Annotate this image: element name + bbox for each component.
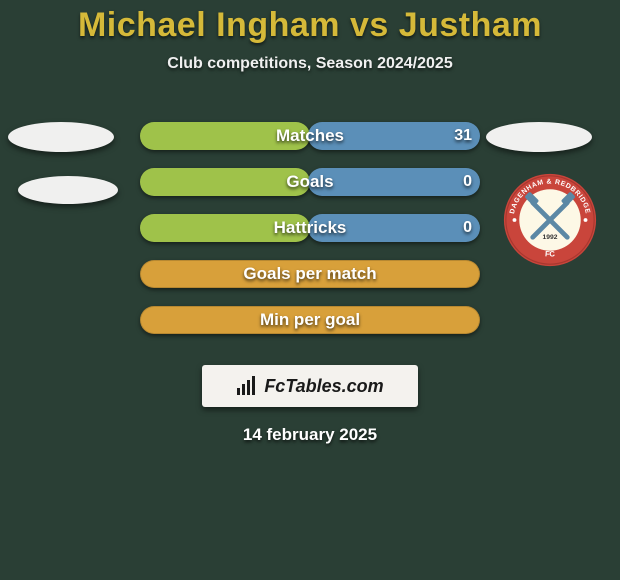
stat-label: Matches bbox=[276, 126, 344, 146]
value-right: 0 bbox=[463, 168, 472, 196]
value-right: 0 bbox=[463, 214, 472, 242]
date-label: 14 february 2025 bbox=[0, 425, 620, 445]
comparison-infographic: Michael Ingham vs Justham Club competiti… bbox=[0, 0, 620, 580]
stat-label: Min per goal bbox=[260, 310, 360, 330]
stat-row: 0 Goals bbox=[0, 159, 620, 205]
stat-row: 0 Hattricks bbox=[0, 205, 620, 251]
stat-row: 31 Matches bbox=[0, 113, 620, 159]
fctables-logo: FcTables.com bbox=[202, 365, 418, 407]
bar-left bbox=[140, 168, 310, 196]
logo-text: FcTables.com bbox=[264, 376, 383, 397]
stat-label: Goals bbox=[286, 172, 333, 192]
stat-label: Hattricks bbox=[274, 218, 347, 238]
page-title: Michael Ingham vs Justham bbox=[0, 0, 620, 45]
value-right: 31 bbox=[454, 122, 472, 150]
stat-label: Goals per match bbox=[243, 264, 376, 284]
stat-row: Min per goal bbox=[0, 297, 620, 343]
page-subtitle: Club competitions, Season 2024/2025 bbox=[0, 55, 620, 73]
bars-icon bbox=[236, 376, 258, 396]
stat-row: Goals per match bbox=[0, 251, 620, 297]
stats-rows: 31 Matches 0 Goals 0 Hattricks Goals per match… bbox=[0, 113, 620, 343]
